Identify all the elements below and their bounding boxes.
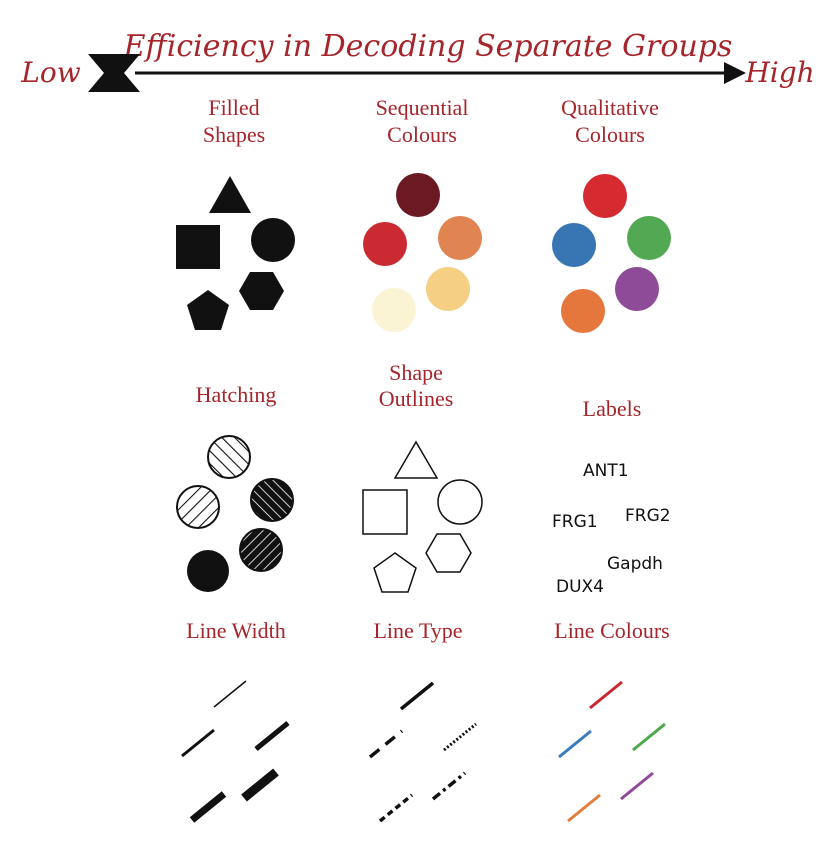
qualitative-colours-title-line1: Qualitative — [561, 95, 659, 120]
pentagon-icon — [187, 290, 229, 330]
sequential-dot-3 — [438, 216, 482, 260]
circle-icon — [251, 218, 295, 262]
square-outline-icon — [362, 489, 408, 535]
line-colour-purple — [620, 771, 654, 801]
line-colours-title: Line Colours — [554, 618, 670, 643]
qualitative-dot-orange — [561, 289, 605, 333]
sequential-colours-panel — [363, 173, 482, 332]
line-width-title: Line Width — [186, 618, 286, 643]
line-type-panel — [368, 681, 477, 823]
hatch-circle-3 — [250, 478, 294, 522]
line-width-1 — [213, 680, 247, 708]
filled-shapes-title-line1: Filled — [208, 95, 259, 120]
line-type-title: Line Type — [373, 618, 462, 643]
qualitative-dot-purple — [615, 267, 659, 311]
diagram-title: Efficiency in Decoding Separate Groups — [123, 29, 733, 64]
qualitative-dot-green — [627, 216, 671, 260]
line-type-short-dash — [378, 793, 414, 823]
line-type-dashed — [368, 729, 404, 759]
line-colour-blue — [558, 729, 592, 759]
label-ant1: ANT1 — [583, 461, 629, 481]
labels-panel: ANT1 FRG1 FRG2 Gapdh DUX4 — [552, 461, 671, 597]
sequential-colours-title-line1: Sequential — [376, 95, 469, 120]
arrow-fletching-icon — [88, 54, 140, 92]
line-colour-green — [632, 722, 666, 752]
qualitative-colours-title-line2: Colours — [575, 122, 645, 147]
hatch-circle-1 — [207, 435, 251, 479]
sequential-dot-2 — [363, 222, 407, 266]
label-gapdh: Gapdh — [607, 554, 663, 574]
high-label: High — [744, 56, 814, 89]
qualitative-dot-red — [583, 174, 627, 218]
efficiency-arrow — [88, 54, 746, 92]
sequential-dot-5 — [372, 288, 416, 332]
shape-outlines-title-line1: Shape — [389, 360, 443, 385]
square-icon — [176, 225, 220, 269]
hatching-panel — [176, 435, 294, 592]
line-width-5 — [189, 791, 227, 823]
hexagon-outline-icon — [425, 533, 472, 573]
line-colour-red — [589, 680, 623, 710]
hatch-circle-5 — [187, 550, 229, 592]
qualitative-colours-panel — [552, 174, 671, 333]
hatch-circle-2 — [176, 485, 220, 529]
line-width-2 — [181, 728, 215, 758]
line-width-4 — [241, 768, 279, 802]
filled-shapes-title-line2: Shapes — [203, 122, 265, 147]
triangle-icon — [209, 176, 251, 213]
line-colours-panel — [558, 680, 666, 823]
label-dux4: DUX4 — [556, 577, 604, 597]
triangle-outline-icon — [393, 440, 439, 479]
sequential-dot-4 — [426, 267, 470, 311]
hexagon-icon — [239, 272, 284, 310]
hatch-circle-4 — [239, 528, 283, 572]
line-colour-orange — [567, 793, 601, 823]
hatching-title: Hatching — [196, 382, 277, 407]
line-type-dotted — [443, 722, 477, 752]
label-frg1: FRG1 — [552, 512, 598, 532]
arrow-head-icon — [724, 62, 746, 84]
label-frg2: FRG2 — [625, 506, 671, 526]
qualitative-dot-blue — [552, 223, 596, 267]
shape-outlines-title-line2: Outlines — [379, 386, 454, 411]
line-type-dash-dot — [431, 771, 467, 801]
low-label: Low — [20, 56, 80, 89]
circle-outline-icon — [437, 479, 483, 525]
sequential-colours-title-line2: Colours — [387, 122, 457, 147]
sequential-dot-1 — [396, 173, 440, 217]
filled-shapes-panel — [176, 176, 295, 330]
labels-title: Labels — [583, 396, 642, 421]
line-width-3 — [254, 721, 290, 751]
shape-outlines-panel — [362, 440, 483, 593]
line-width-panel — [181, 680, 290, 823]
pentagon-outline-icon — [373, 552, 417, 593]
line-type-solid — [399, 681, 435, 711]
